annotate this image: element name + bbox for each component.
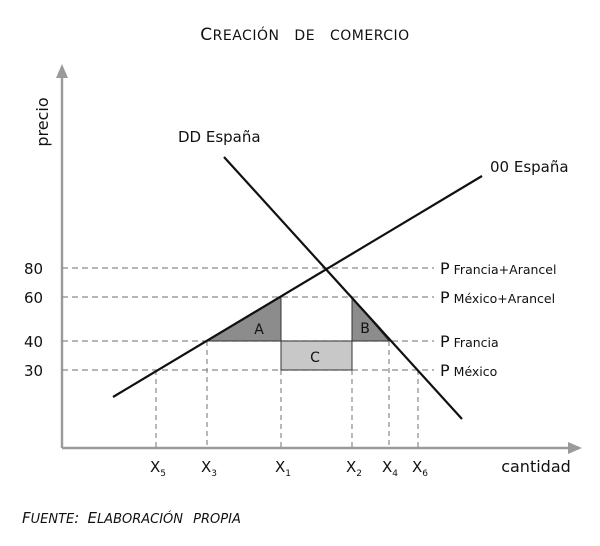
area-c-label: C [310, 350, 320, 366]
x-axis-arrow [568, 442, 582, 454]
price-label-francia: P Francia [440, 332, 499, 351]
source-note: FUENTE: ELABORACIÓN PROPIA [22, 509, 241, 527]
x-tick-x3: X3 [201, 458, 217, 479]
x-tick-x1: X1 [275, 458, 291, 479]
y-tick-40: 40 [24, 333, 43, 351]
x-tick-x6: X6 [412, 458, 428, 479]
supply-curve-label: 00 España [490, 158, 569, 176]
diagram-title: CREACIÓN DE COMERCIO [200, 25, 409, 45]
price-label-francia-arancel: P Francia+Arancel [440, 259, 556, 278]
supply-curve [112, 175, 483, 398]
x-tick-x5: X5 [150, 458, 166, 479]
y-tick-80: 80 [24, 260, 43, 278]
price-label-mexico-arancel: P México+Arancel [440, 288, 555, 307]
y-tick-60: 60 [24, 289, 43, 307]
y-tick-30: 30 [24, 362, 43, 380]
demand-curve [223, 156, 463, 420]
x-axis-label: cantidad [501, 457, 571, 476]
area-a-label: A [254, 322, 264, 338]
area-b-label: B [360, 321, 370, 337]
y-axis-label: precio [33, 97, 52, 146]
area-c-rectangle [280, 340, 353, 371]
demand-curve-label: DD España [178, 128, 261, 146]
x-tick-x2: X2 [346, 458, 362, 479]
x-tick-x4: X4 [382, 458, 398, 479]
y-axis-arrow [56, 64, 68, 78]
price-label-mexico: P México [440, 361, 497, 380]
